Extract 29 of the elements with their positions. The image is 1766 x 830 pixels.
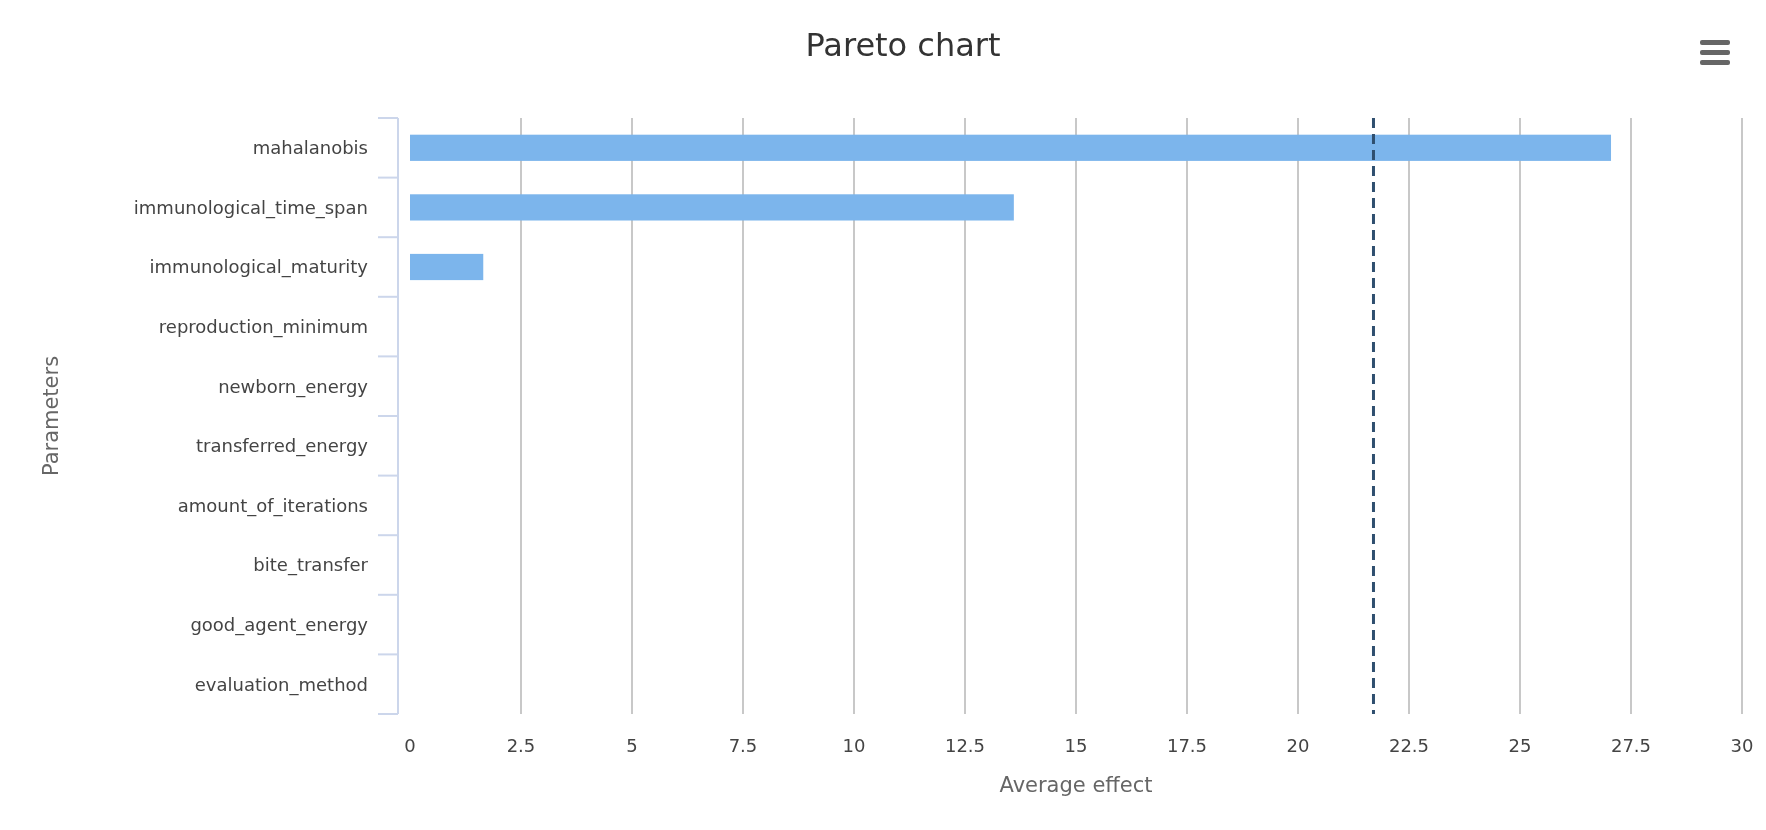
- y-tick-label: bite_transfer: [253, 554, 369, 577]
- x-tick-label: 22.5: [1388, 735, 1430, 756]
- x-tick-label: 20: [1286, 735, 1310, 756]
- x-tick-label: 25: [1508, 735, 1532, 756]
- x-axis-title: Average effect: [999, 773, 1153, 797]
- y-tick-label: evaluation_method: [194, 673, 368, 696]
- x-tick-label: 10: [842, 735, 866, 756]
- x-tick-label: 27.5: [1610, 735, 1652, 756]
- chart-title: Pareto chart: [805, 26, 1001, 64]
- bar: [410, 194, 1014, 221]
- bar: [410, 253, 484, 281]
- bar: [410, 134, 1612, 161]
- x-tick-label: 0: [404, 735, 416, 756]
- y-tick-label: newborn_energy: [218, 375, 369, 398]
- y-tick-label: good_agent_energy: [190, 613, 369, 636]
- x-tick-label: 30: [1730, 735, 1754, 756]
- y-tick-label: amount_of_iterations: [177, 494, 368, 517]
- x-tick-label: 2.5: [506, 735, 536, 756]
- y-tick-label: reproduction_minimum: [158, 315, 368, 338]
- y-axis-title: Parameters: [39, 355, 63, 477]
- x-tick-label: 12.5: [944, 735, 986, 756]
- x-tick-label: 5: [626, 735, 638, 756]
- y-tick-label: immunological_maturity: [149, 256, 369, 279]
- y-tick-label: transferred_energy: [196, 435, 369, 458]
- y-tick-label: mahalanobis: [252, 137, 368, 159]
- x-tick-label: 7.5: [728, 735, 758, 756]
- y-tick-label: immunological_time_span: [133, 196, 368, 219]
- x-tick-label: 15: [1064, 735, 1088, 756]
- x-tick-label: 17.5: [1166, 735, 1208, 756]
